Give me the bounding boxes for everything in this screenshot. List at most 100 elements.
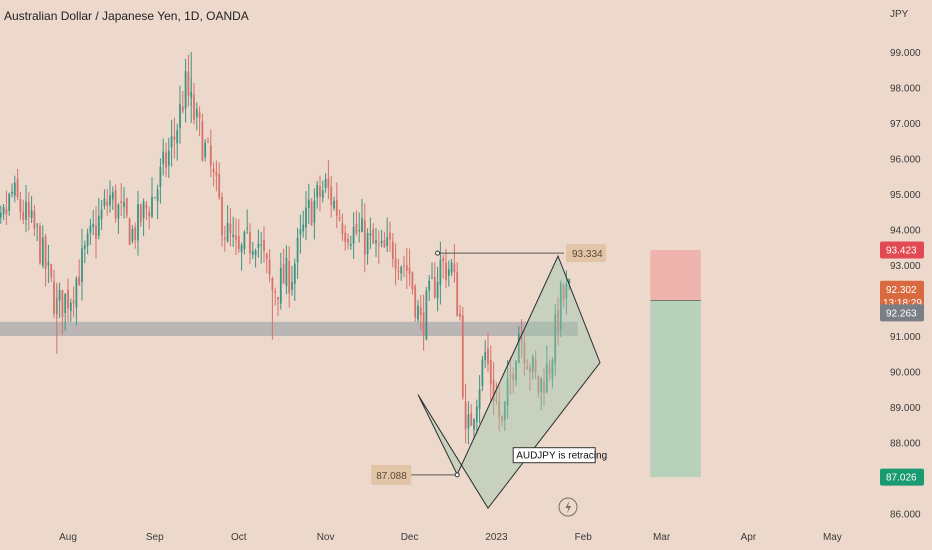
candle[interactable]: [72, 286, 75, 318]
candle[interactable]: [391, 233, 394, 268]
candle[interactable]: [33, 204, 36, 237]
candle[interactable]: [167, 137, 170, 178]
candle[interactable]: [419, 295, 422, 330]
candle[interactable]: [526, 359, 529, 370]
candle[interactable]: [89, 218, 92, 245]
candle[interactable]: [117, 203, 120, 234]
candle[interactable]: [431, 262, 433, 279]
candle[interactable]: [30, 196, 33, 223]
candle[interactable]: [25, 184, 27, 233]
candle[interactable]: [131, 225, 134, 244]
candle[interactable]: [58, 282, 61, 318]
candle[interactable]: [501, 415, 503, 427]
price-badge[interactable]: 92.302 13:18:29: [880, 280, 924, 311]
candle[interactable]: [19, 191, 22, 221]
candle[interactable]: [372, 223, 375, 245]
candle[interactable]: [456, 262, 459, 317]
candle[interactable]: [481, 355, 484, 392]
low-line-anchor[interactable]: [454, 472, 460, 478]
candle[interactable]: [123, 186, 125, 219]
candle[interactable]: [559, 280, 562, 337]
candle[interactable]: [285, 245, 288, 295]
candle[interactable]: [394, 243, 397, 286]
candle[interactable]: [44, 233, 47, 287]
candle[interactable]: [509, 357, 512, 395]
candle[interactable]: [475, 399, 478, 435]
candle[interactable]: [557, 297, 559, 346]
candle[interactable]: [156, 184, 159, 220]
candle[interactable]: [467, 401, 470, 445]
candle[interactable]: [184, 58, 187, 123]
candle[interactable]: [22, 199, 25, 225]
candle[interactable]: [263, 226, 265, 263]
candle[interactable]: [333, 196, 335, 211]
candle[interactable]: [41, 225, 44, 269]
candle[interactable]: [159, 158, 162, 204]
candle[interactable]: [64, 293, 67, 331]
candle[interactable]: [327, 160, 330, 200]
candle[interactable]: [503, 400, 506, 432]
candle[interactable]: [310, 197, 313, 226]
candle[interactable]: [498, 386, 501, 432]
candle[interactable]: [212, 162, 215, 187]
candle[interactable]: [137, 190, 139, 256]
candle[interactable]: [487, 331, 489, 373]
candle[interactable]: [13, 175, 16, 203]
candle[interactable]: [111, 186, 114, 210]
candle[interactable]: [5, 190, 8, 226]
candle[interactable]: [260, 232, 263, 264]
candle[interactable]: [145, 200, 148, 221]
candle[interactable]: [377, 230, 380, 264]
candle[interactable]: [195, 102, 198, 131]
candle[interactable]: [330, 175, 333, 218]
candle[interactable]: [246, 209, 249, 234]
candle[interactable]: [207, 137, 209, 144]
candle[interactable]: [92, 209, 95, 236]
support-zone[interactable]: [0, 321, 578, 336]
candle[interactable]: [109, 180, 111, 213]
candle[interactable]: [86, 228, 89, 255]
candle[interactable]: [173, 117, 176, 159]
candle[interactable]: [517, 326, 520, 364]
candle[interactable]: [425, 286, 428, 341]
candle[interactable]: [363, 203, 366, 273]
candle[interactable]: [405, 247, 408, 290]
candle[interactable]: [11, 183, 13, 198]
price-badge[interactable]: 87.026: [880, 468, 924, 486]
candle[interactable]: [75, 276, 78, 326]
candle[interactable]: [459, 304, 461, 321]
flash-icon[interactable]: [558, 497, 578, 517]
candle[interactable]: [293, 258, 296, 301]
candle[interactable]: [484, 340, 487, 369]
candle[interactable]: [540, 377, 543, 411]
candle[interactable]: [277, 296, 279, 316]
candle[interactable]: [83, 240, 86, 264]
candle[interactable]: [439, 241, 442, 305]
candle[interactable]: [279, 252, 282, 310]
candle[interactable]: [506, 359, 509, 419]
candle[interactable]: [436, 266, 439, 312]
candle[interactable]: [414, 283, 417, 322]
candle[interactable]: [442, 254, 445, 279]
candle[interactable]: [537, 375, 540, 398]
candle[interactable]: [0, 205, 2, 224]
candle[interactable]: [69, 298, 72, 322]
candle[interactable]: [134, 222, 137, 249]
candle[interactable]: [338, 209, 341, 222]
candle[interactable]: [369, 217, 372, 250]
candle[interactable]: [366, 228, 369, 265]
candle[interactable]: [179, 85, 181, 144]
candle[interactable]: [36, 222, 39, 242]
candle[interactable]: [531, 353, 534, 380]
candle[interactable]: [47, 244, 50, 283]
candle[interactable]: [296, 227, 299, 279]
candle[interactable]: [319, 175, 321, 212]
candle[interactable]: [106, 188, 109, 216]
trend-channel[interactable]: [417, 254, 601, 510]
candle[interactable]: [204, 139, 207, 162]
candle[interactable]: [489, 345, 492, 403]
candle[interactable]: [433, 262, 436, 300]
candle[interactable]: [403, 255, 405, 278]
candle[interactable]: [288, 246, 291, 308]
